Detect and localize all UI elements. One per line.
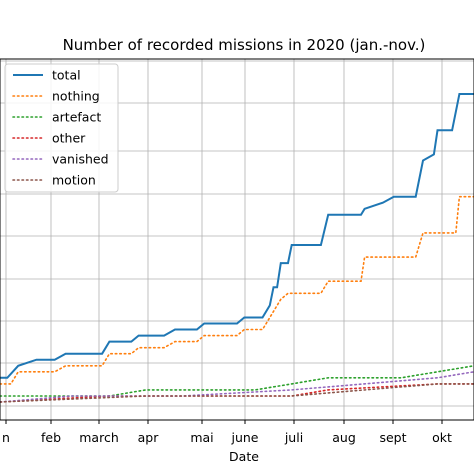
x-tick-label: feb: [41, 430, 61, 445]
x-tick-label: n: [2, 430, 10, 445]
series-line-nothing: [0, 195, 474, 385]
series-lines: [0, 93, 474, 403]
series-line-artefact: [0, 364, 474, 397]
plot-frame: [0, 58, 474, 421]
x-tick-label: june: [230, 430, 258, 445]
legend-label: other: [52, 131, 86, 146]
legend-label: artefact: [52, 110, 101, 125]
series-line-motion: [0, 383, 474, 403]
series-line-other: [0, 383, 474, 403]
x-ticks: n feb march apr mai june juli aug sept okt: [2, 420, 452, 445]
x-tick-label: juli: [284, 430, 303, 445]
x-tick-label: sept: [379, 430, 406, 445]
legend: total nothing artefact other vanished motion: [4, 63, 119, 193]
legend-label: nothing: [52, 89, 100, 104]
legend-label: total: [52, 68, 81, 83]
x-tick-label: okt: [432, 430, 452, 445]
x-axis-label: Date: [229, 449, 259, 464]
chart-title: Number of recorded missions in 2020 (jan…: [63, 36, 426, 54]
series-line-total: [0, 93, 474, 379]
x-tick-label: mai: [190, 430, 213, 445]
x-tick-label: aug: [332, 430, 356, 445]
legend-label: vanished: [52, 152, 109, 167]
x-tick-label: march: [79, 430, 119, 445]
x-tick-label: apr: [138, 430, 160, 445]
series-line-vanished: [0, 370, 474, 403]
legend-label: motion: [52, 173, 96, 188]
